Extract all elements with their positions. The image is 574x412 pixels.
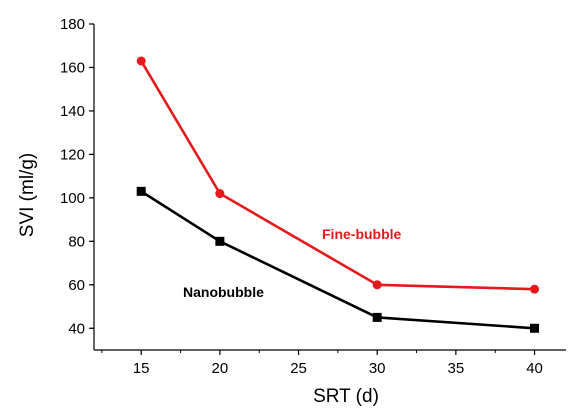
axes: [93, 24, 566, 351]
data-point-nanobubble: [530, 323, 540, 333]
series-label-fine-bubble: Fine-bubble: [322, 226, 402, 242]
y-tick-label-40: 40: [68, 320, 85, 337]
label-layer: SVI (ml/g) SRT (d) Fine-bubble Nanobubbl…: [17, 153, 402, 407]
series-line-nanobubble: [140, 190, 535, 330]
data-point-fine-bubble: [215, 189, 225, 199]
data-point-nanobubble: [215, 236, 225, 246]
x-tick-label-35: 35: [448, 360, 465, 377]
data-point-fine-bubble: [372, 280, 382, 290]
series-layer: [136, 56, 540, 333]
x-tick-label-15: 15: [133, 360, 150, 377]
series-line-fine-bubble: [140, 60, 535, 291]
y-tick-label-140: 140: [60, 103, 85, 120]
data-point-nanobubble: [136, 186, 146, 196]
y-tick-label-180: 180: [60, 16, 85, 33]
x-axis-title: SRT (d): [313, 386, 379, 407]
y-tick-label-120: 120: [60, 146, 85, 163]
y-tick-label-100: 100: [60, 190, 85, 207]
y-ticks: 40 60 80 100 120 140 160 180: [60, 16, 94, 337]
x-tick-label-20: 20: [212, 360, 229, 377]
series-label-nanobubble: Nanobubble: [183, 284, 264, 300]
x-tick-label-25: 25: [290, 360, 307, 377]
x-ticks: 15 20 25 30 35 40: [101, 350, 543, 377]
data-point-fine-bubble: [530, 284, 540, 294]
y-axis-title: SVI (ml/g): [17, 153, 38, 237]
y-tick-label-160: 160: [60, 59, 85, 76]
data-point-fine-bubble: [136, 56, 146, 66]
y-tick-label-80: 80: [68, 233, 85, 250]
x-tick-label-30: 30: [369, 360, 386, 377]
y-tick-label-60: 60: [68, 277, 85, 294]
data-point-nanobubble: [372, 312, 382, 322]
x-tick-label-40: 40: [526, 360, 543, 377]
